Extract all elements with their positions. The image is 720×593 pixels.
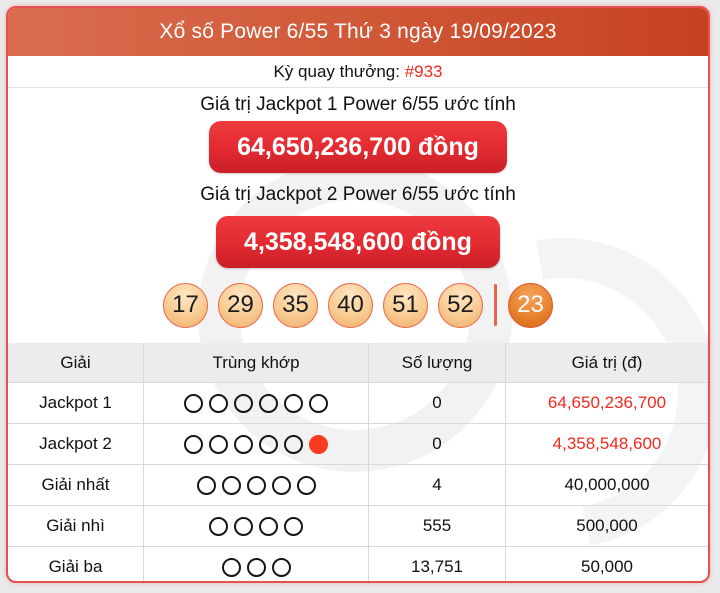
jackpot1-label: Giá trị Jackpot 1 Power 6/55 ước tính bbox=[200, 93, 516, 115]
match-circle-open bbox=[184, 435, 203, 454]
match-circle-open bbox=[209, 517, 228, 536]
match-circle-open bbox=[184, 394, 203, 413]
prize-row: Giải ba 13,751 50,000 bbox=[8, 546, 708, 581]
prize-quantity: 555 bbox=[368, 505, 506, 547]
jackpot2-amount-pill: 4,358,548,600 đồng bbox=[216, 216, 500, 268]
match-circle-open bbox=[234, 517, 253, 536]
prize-row: Jackpot 2 0 4,358,548,600 bbox=[8, 423, 708, 465]
match-circle-open bbox=[196, 476, 216, 495]
winning-number-ball: 35 bbox=[273, 282, 318, 328]
prize-value: 40,000,000 bbox=[505, 464, 708, 506]
prize-row: Giải nhất 4 40,000,000 bbox=[8, 464, 708, 506]
column-header: Số lượng bbox=[368, 343, 506, 383]
match-circle-open bbox=[259, 517, 278, 536]
prize-value: 500,000 bbox=[505, 505, 708, 547]
match-circle-open bbox=[221, 476, 241, 495]
jackpot2-label: Giá trị Jackpot 2 Power 6/55 ước tính bbox=[200, 183, 516, 205]
match-circle-open bbox=[234, 435, 253, 454]
match-circle-open bbox=[246, 558, 266, 577]
match-circle-open bbox=[221, 558, 241, 577]
prize-name: Giải nhì bbox=[8, 505, 144, 547]
prize-quantity: 4 bbox=[368, 464, 506, 506]
match-circle-open bbox=[234, 394, 253, 413]
match-circle-open bbox=[259, 435, 278, 454]
match-pattern bbox=[143, 546, 369, 581]
column-header: Giá trị (đ) bbox=[505, 343, 708, 383]
prize-quantity: 13,751 bbox=[368, 546, 506, 581]
match-pattern bbox=[143, 423, 369, 465]
prize-value: 4,358,548,600 bbox=[505, 423, 708, 465]
match-circle-open bbox=[271, 558, 291, 577]
prize-row: Jackpot 1 0 64,650,236,700 bbox=[8, 382, 708, 424]
match-circle-open bbox=[209, 435, 228, 454]
draw-period-row: Kỳ quay thưởng: #933 bbox=[8, 56, 708, 88]
draw-period-number: #933 bbox=[404, 62, 443, 81]
match-circle-open bbox=[284, 517, 303, 536]
match-pattern bbox=[143, 505, 369, 547]
match-pattern bbox=[143, 382, 369, 424]
special-number-divider bbox=[494, 284, 497, 326]
winning-number-ball: 52 bbox=[438, 282, 483, 328]
prize-row: Giải nhì 555 500,000 bbox=[8, 505, 708, 547]
prize-name: Jackpot 2 bbox=[8, 423, 144, 465]
column-header: Giải bbox=[8, 343, 144, 383]
match-pattern bbox=[143, 464, 369, 506]
match-circle-open bbox=[246, 476, 266, 495]
match-circle-open bbox=[284, 394, 303, 413]
column-header: Trùng khớp bbox=[143, 343, 369, 383]
jackpot1-amount-pill: 64,650,236,700 đồng bbox=[209, 121, 507, 173]
prize-value: 50,000 bbox=[505, 546, 708, 581]
match-circle-open bbox=[284, 435, 303, 454]
match-circle-open bbox=[259, 394, 278, 413]
winning-number-ball: 29 bbox=[218, 282, 263, 328]
special-number-ball: 23 bbox=[508, 282, 553, 328]
prize-name: Giải ba bbox=[8, 546, 144, 581]
winning-number-ball: 51 bbox=[383, 282, 428, 328]
match-circle-open bbox=[209, 394, 228, 413]
winning-number-ball: 40 bbox=[328, 282, 373, 328]
winning-number-ball: 17 bbox=[163, 282, 208, 328]
prize-value: 64,650,236,700 bbox=[505, 382, 708, 424]
prize-quantity: 0 bbox=[368, 423, 506, 465]
card-header: Xổ số Power 6/55 Thứ 3 ngày 19/09/2023 bbox=[8, 8, 708, 56]
lottery-results-card: Xổ số Power 6/55 Thứ 3 ngày 19/09/2023 K… bbox=[6, 6, 710, 583]
winning-numbers-row: 17 29 35 40 51 52 23 bbox=[8, 282, 708, 328]
prize-name: Jackpot 1 bbox=[8, 382, 144, 424]
prize-name: Giải nhất bbox=[8, 464, 144, 506]
page-title: Xổ số Power 6/55 Thứ 3 ngày 19/09/2023 bbox=[159, 20, 557, 43]
draw-period-label: Kỳ quay thưởng: bbox=[273, 62, 405, 81]
match-circle-filled bbox=[309, 435, 328, 454]
jackpot2-amount-row: 4,358,548,600 đồng bbox=[8, 216, 708, 268]
table-body: Jackpot 1 0 64,650,236,700 Jackpot 2 0 4,358,… bbox=[8, 382, 708, 581]
table-header-row: Giải Trùng khớp Số lượng Giá trị (đ) bbox=[8, 343, 708, 383]
jackpot1-amount-row: 64,650,236,700 đồng bbox=[8, 121, 708, 173]
match-circle-open bbox=[296, 476, 316, 495]
match-circle-open bbox=[271, 476, 291, 495]
prize-quantity: 0 bbox=[368, 382, 506, 424]
match-circle-open bbox=[309, 394, 328, 413]
prizes-table: Giải Trùng khớp Số lượng Giá trị (đ) Jackpo… bbox=[8, 343, 708, 581]
